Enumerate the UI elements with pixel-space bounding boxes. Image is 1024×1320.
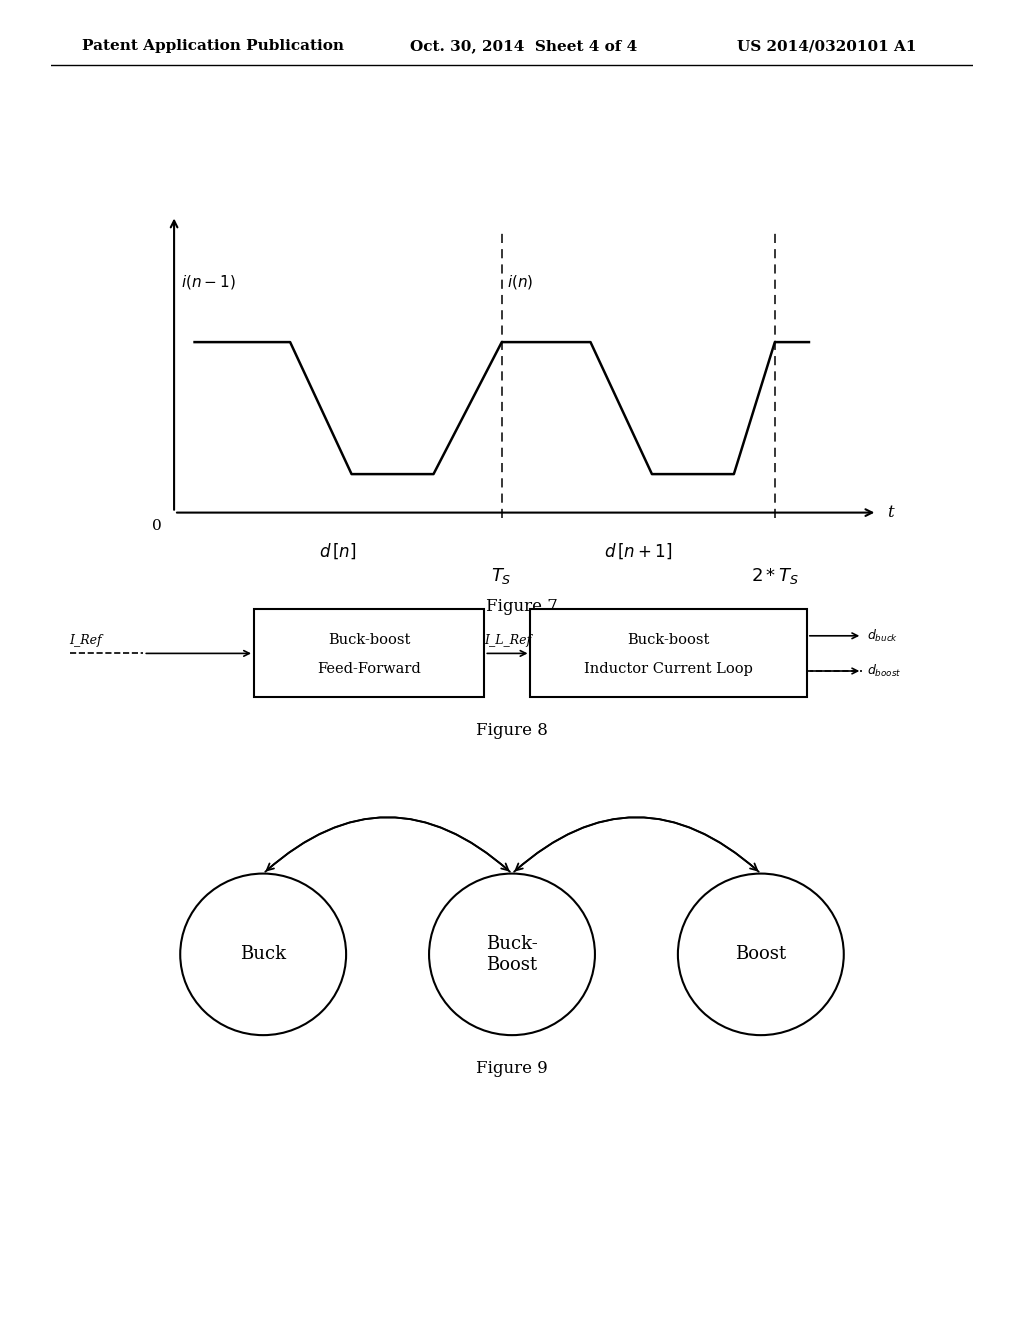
Text: $2*T_S$: $2*T_S$ xyxy=(751,566,799,586)
Text: I_Ref: I_Ref xyxy=(70,634,102,647)
Text: Buck: Buck xyxy=(240,945,287,964)
Text: Patent Application Publication: Patent Application Publication xyxy=(82,40,344,53)
Text: $d\,[n]$: $d\,[n]$ xyxy=(319,541,356,561)
Bar xyxy=(254,610,484,697)
Text: $d_{boost}$: $d_{boost}$ xyxy=(867,663,901,678)
Text: Boost: Boost xyxy=(735,945,786,964)
Text: Figure 9: Figure 9 xyxy=(476,1060,548,1077)
Ellipse shape xyxy=(678,874,844,1035)
Text: t: t xyxy=(888,504,894,521)
Text: $d\,[n+1]$: $d\,[n+1]$ xyxy=(604,541,673,561)
Text: I_L_Ref: I_L_Ref xyxy=(483,634,531,647)
Text: Buck-boost: Buck-boost xyxy=(328,634,411,647)
Text: Figure 8: Figure 8 xyxy=(476,722,548,739)
Ellipse shape xyxy=(180,874,346,1035)
Ellipse shape xyxy=(429,874,595,1035)
Text: $i(n)$: $i(n)$ xyxy=(507,273,534,290)
Text: Inductor Current Loop: Inductor Current Loop xyxy=(585,663,753,676)
Text: US 2014/0320101 A1: US 2014/0320101 A1 xyxy=(737,40,916,53)
Text: Oct. 30, 2014  Sheet 4 of 4: Oct. 30, 2014 Sheet 4 of 4 xyxy=(410,40,637,53)
Bar xyxy=(530,610,807,697)
Text: Buck-boost: Buck-boost xyxy=(628,634,710,647)
Text: Feed-Forward: Feed-Forward xyxy=(317,663,421,676)
Text: Buck-
Boost: Buck- Boost xyxy=(486,935,538,974)
Text: 0: 0 xyxy=(153,519,162,533)
Text: Figure 7: Figure 7 xyxy=(486,598,558,615)
Text: $d_{buck}$: $d_{buck}$ xyxy=(867,628,898,644)
Text: $i(n-1)$: $i(n-1)$ xyxy=(181,273,236,290)
Text: $T_S$: $T_S$ xyxy=(492,566,512,586)
